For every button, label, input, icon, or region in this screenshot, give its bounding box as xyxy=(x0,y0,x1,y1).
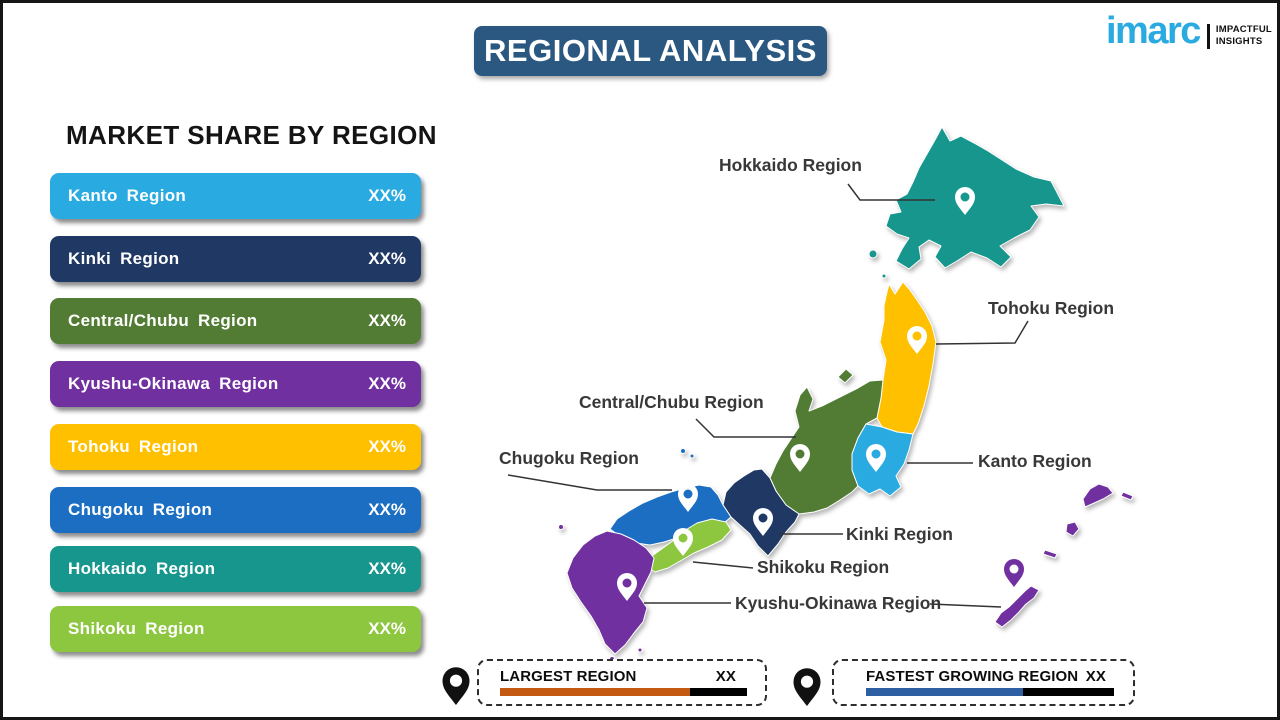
legend-largest-bar-remainder xyxy=(690,688,747,696)
map-label-tohoku: Tohoku Region xyxy=(988,298,1115,318)
island-kyushu-speck-3 xyxy=(637,647,643,653)
island-okinawa-dash-1 xyxy=(1120,491,1134,501)
bar-value: XX% xyxy=(368,311,406,330)
legend-pin-largest xyxy=(442,667,470,705)
bar-value: XX% xyxy=(368,500,406,519)
map-label-kinki: Kinki Region xyxy=(846,524,953,544)
bar-label: Hokkaido Region xyxy=(68,559,216,578)
legend-largest-value: XX xyxy=(715,668,736,685)
imarc-logo: imarc IMPACTFUL INSIGHTS xyxy=(1106,12,1272,50)
bar-value: XX% xyxy=(368,559,406,578)
map-label-kyushu-okinawa: Kyushu-Okinawa Region xyxy=(735,593,942,613)
logo-brand-text: imarc xyxy=(1106,10,1201,52)
bar-value: XX% xyxy=(368,374,406,393)
bar-value: XX% xyxy=(368,619,406,638)
bar-label: Central/Chubu Region xyxy=(68,311,258,330)
bar-label: Chugoku Region xyxy=(68,500,213,519)
island-hokkaido-speck xyxy=(881,273,887,279)
island-amami xyxy=(1082,483,1114,508)
bar-value: XX% xyxy=(368,186,406,205)
legend-pin-fastest xyxy=(793,668,821,706)
share-bar-kyushu-okinawa: Kyushu-Okinawa Region XX% xyxy=(50,361,421,407)
legend-fastest-growing-region: FASTEST GROWING REGION XX xyxy=(832,659,1135,706)
region-tohoku xyxy=(876,281,937,435)
leader-hokkaido xyxy=(847,183,935,201)
island-okinawa-dash-2 xyxy=(1042,549,1058,559)
leader-tohoku xyxy=(935,320,1029,345)
island-okushiri xyxy=(868,249,878,259)
legend-fastest-label: FASTEST GROWING REGION xyxy=(866,668,1079,685)
page-title: REGIONAL ANALYSIS xyxy=(484,33,817,68)
map-label-chugoku: Chugoku Region xyxy=(499,448,639,468)
island-okinawa-mid xyxy=(1065,521,1080,537)
island-oki-1 xyxy=(680,448,686,454)
map-label-hokkaido: Hokkaido Region xyxy=(719,155,862,175)
share-bar-kinki: Kinki Region XX% xyxy=(50,236,421,282)
leader-chubu xyxy=(695,418,796,438)
island-tsushima xyxy=(558,524,564,530)
bar-label: Tohoku Region xyxy=(68,437,199,456)
region-kyushu xyxy=(566,530,655,655)
share-bar-hokkaido: Hokkaido Region XX% xyxy=(50,546,421,592)
legend-fastest-value: XX xyxy=(1085,668,1106,685)
share-bar-chugoku: Chugoku Region XX% xyxy=(50,487,421,533)
island-oki-2 xyxy=(689,453,695,459)
share-bar-shikoku: Shikoku Region XX% xyxy=(50,606,421,652)
legend-largest-bar xyxy=(500,688,765,696)
leader-okinawa-right xyxy=(929,603,1002,608)
logo-divider xyxy=(1206,24,1210,49)
legend-fastest-bar-fill xyxy=(866,688,1023,696)
legend-largest-label: LARGEST REGION xyxy=(500,668,637,685)
map-label-shikoku: Shikoku Region xyxy=(757,557,890,577)
market-share-heading: MARKET SHARE BY REGION xyxy=(66,120,437,150)
share-bar-chubu: Central/Chubu Region XX% xyxy=(50,298,421,344)
legend-fastest-bar xyxy=(866,688,1133,696)
share-bar-kanto: Kanto Region XX% xyxy=(50,173,421,219)
bar-label: Kanto Region xyxy=(68,186,187,205)
bar-value: XX% xyxy=(368,437,406,456)
island-okinawa-main xyxy=(994,585,1040,628)
region-hokkaido xyxy=(885,126,1065,270)
logo-tagline: IMPACTFUL INSIGHTS xyxy=(1215,24,1272,48)
title-banner: REGIONAL ANALYSIS xyxy=(474,26,827,76)
bar-value: XX% xyxy=(368,249,406,268)
map-label-kanto: Kanto Region xyxy=(978,451,1092,471)
island-sado xyxy=(837,368,854,384)
map-pin-okinawa xyxy=(1004,559,1024,587)
bar-label: Kinki Region xyxy=(68,249,180,268)
map-label-chubu: Central/Chubu Region xyxy=(579,392,764,412)
legend-largest-bar-fill xyxy=(500,688,690,696)
bar-label: Shikoku Region xyxy=(68,619,205,638)
bar-label: Kyushu-Okinawa Region xyxy=(68,374,279,393)
legend-largest-region: LARGEST REGION XX xyxy=(477,659,767,706)
leader-shikoku xyxy=(692,561,754,569)
legend-fastest-bar-remainder xyxy=(1023,688,1114,696)
share-bar-tohoku: Tohoku Region XX% xyxy=(50,424,421,470)
leader-chugoku xyxy=(507,474,672,491)
